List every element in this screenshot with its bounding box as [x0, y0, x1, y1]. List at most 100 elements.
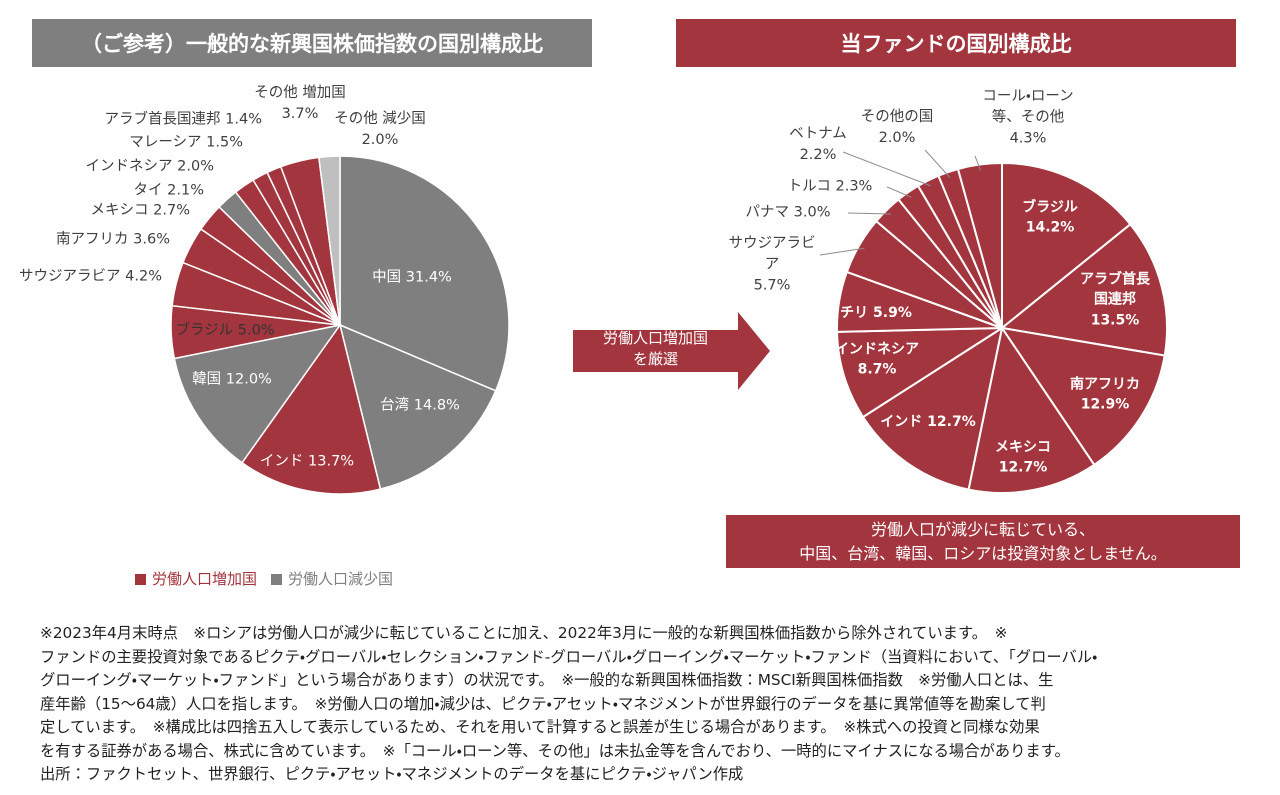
slice-label: タイ 2.1%	[134, 180, 204, 201]
slice-value: 3.6%	[133, 231, 170, 248]
slice-label: コール・ローン等、その他 4.3%	[978, 86, 1078, 149]
slice-label: サウジアラビア 5.7%	[726, 233, 818, 296]
slice-value: 2.3%	[835, 178, 873, 195]
slice-name: サウジアラビア	[19, 268, 121, 285]
slice-label: その他 減少国 2.0%	[334, 109, 426, 151]
slice-name: メキシコ	[995, 439, 1051, 456]
slice-value: 2.2%	[799, 147, 837, 163]
slice-label: メキシコ 2.7%	[91, 200, 190, 221]
arrow-text: 労働人口増加国 を厳選	[573, 328, 738, 370]
legend-label: 労働人口減少国	[288, 570, 394, 588]
leader-line	[842, 151, 931, 187]
slice-value: 12.7%	[998, 460, 1048, 476]
footnote-line: を有する証券がある場合、株式に含めています。 ※「コール・ローン等、その他」は未…	[40, 741, 1070, 760]
slice-label: パナマ 3.0%	[746, 202, 831, 223]
note-line: 労働人口が減少に転じている、	[870, 520, 1095, 540]
legend-label: 労働人口増加国	[152, 570, 258, 588]
note-box: 労働人口が減少に転じている、 中国、台湾、韓国、ロシアは投資対象としません。	[726, 515, 1240, 568]
arrow-line: 労働人口増加国	[602, 329, 708, 347]
slice-name: サウジアラビア	[728, 235, 816, 273]
slice-name: トルコ	[787, 178, 831, 195]
slice-value: 2.0%	[878, 130, 916, 146]
slice-value: 31.4%	[405, 269, 452, 286]
slice-name: パナマ	[745, 204, 790, 221]
slice-name: ベトナム	[789, 125, 847, 142]
pie-slice	[1001, 161, 1132, 331]
legend-swatch	[135, 574, 146, 585]
pie-slice	[836, 326, 1006, 419]
slice-label: チリ 5.9%	[840, 303, 912, 323]
slice-value: 8.7%	[857, 362, 897, 378]
slice-name: ブラジル	[1022, 199, 1078, 216]
pie-slice	[318, 155, 341, 326]
leader-line	[886, 186, 912, 198]
legend-swatch	[271, 574, 283, 585]
left-title: （ご参考）一般的な新興国株価指数の国別構成比	[32, 19, 592, 67]
right-title: 当ファンドの国別構成比	[676, 19, 1236, 67]
slice-value: 3.0%	[793, 204, 831, 221]
footnote-line: 出所：ファクトセット、世界銀行、ピクテ・アセット・マネジメントのデータを基にピク…	[40, 765, 744, 783]
leader-line	[924, 149, 951, 179]
slice-value: 12.7%	[927, 413, 976, 430]
slice-value: 2.1%	[167, 182, 204, 199]
slice-label: マレーシア 1.5%	[129, 132, 243, 153]
slice-label: 台湾 14.8%	[380, 395, 460, 416]
slice-label: インドネシア 8.7%	[835, 340, 919, 381]
leader-line	[819, 247, 865, 256]
slice-name: チリ	[840, 304, 869, 321]
pie-slice	[956, 161, 1003, 329]
slice-value: 4.3%	[1009, 130, 1047, 147]
note-line: 中国、台湾、韓国、ロシアは投資対象としません。	[799, 543, 1167, 563]
slice-value: 1.5%	[206, 134, 243, 151]
slice-name: 南アフリカ	[1070, 376, 1140, 393]
pie-slice	[339, 155, 510, 392]
slice-label: ベトナム 2.2%	[789, 124, 847, 166]
slice-value: 2.0%	[177, 158, 214, 175]
slice-name: 南アフリカ	[56, 231, 129, 248]
legend-item: 労働人口増加国	[135, 568, 257, 589]
slice-label: 中国 31.4%	[372, 267, 452, 288]
leader-line	[847, 212, 892, 215]
slice-name: インド	[880, 413, 923, 430]
slice-name: その他の国	[860, 108, 934, 125]
slice-value: 1.4%	[225, 111, 262, 128]
slice-name: インドネシア	[85, 158, 173, 175]
pie-slice	[967, 325, 1096, 494]
slice-name: その他 増加国	[254, 84, 346, 101]
slice-label: インド 13.7%	[260, 451, 354, 472]
slice-label: ブラジル 5.0%	[175, 320, 274, 341]
footnote-line: グローイング・マーケット・ファンド」という場合があります）の状況です。 ※一般的…	[40, 671, 1054, 689]
slice-label: アラブ首長国連邦 13.5%	[1075, 270, 1155, 331]
slice-value: 4.2%	[125, 268, 162, 285]
pie-slice	[240, 323, 382, 495]
slice-name: マレーシア	[129, 134, 202, 151]
pie-slice	[999, 326, 1166, 467]
slice-name: タイ	[133, 182, 163, 199]
pie-slice	[999, 222, 1168, 357]
slice-name: インド	[259, 453, 304, 470]
slice-name: コール・ローン等、その他	[982, 88, 1074, 126]
slice-name: 中国	[372, 269, 402, 286]
footnote-line: ファンドの主要投資対象であるピクテ・グローバル・セレクション・ファンド-グローバ…	[40, 647, 1098, 666]
slice-label: その他の国 2.0%	[861, 107, 934, 149]
slice-value: 5.7%	[753, 277, 791, 294]
slice-name: メキシコ	[90, 202, 149, 219]
slice-label: サウジアラビア 4.2%	[19, 266, 162, 287]
slice-name: その他 減少国	[334, 110, 426, 127]
slice-label: インドネシア 2.0%	[86, 156, 214, 177]
pie-slice	[861, 325, 1004, 491]
pie-slice	[338, 323, 497, 490]
slice-label: 南アフリカ 12.9%	[1070, 375, 1140, 416]
slice-value: 5.0%	[237, 322, 275, 339]
slice-name: 韓国	[192, 371, 222, 388]
slice-label: 韓国 12.0%	[192, 369, 272, 390]
slice-value: 14.8%	[413, 397, 460, 414]
slice-label: インド 12.7%	[880, 412, 975, 432]
slice-value: 2.0%	[361, 132, 399, 148]
slice-label: アラブ首長国連邦 1.4%	[105, 109, 262, 130]
slice-name: アラブ首長国連邦	[104, 111, 221, 128]
pie-slice	[173, 323, 342, 464]
slice-value: 3.7%	[281, 106, 319, 122]
slice-label: ブラジル 14.2%	[1022, 198, 1078, 239]
